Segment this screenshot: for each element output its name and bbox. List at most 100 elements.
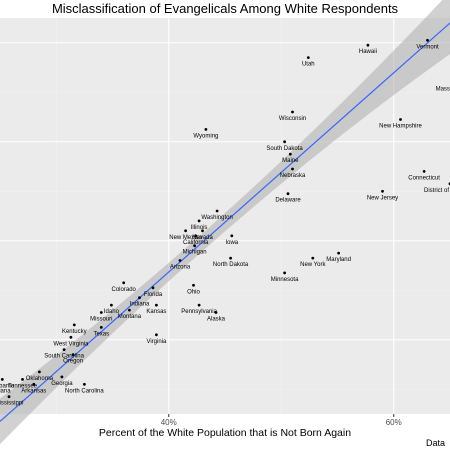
data-point [21, 378, 24, 381]
data-point [192, 283, 195, 287]
data-point [193, 244, 197, 248]
data-point [127, 308, 131, 312]
point-label: Alabama [0, 383, 15, 389]
point-label: Colorado [112, 287, 137, 293]
point-label: South Dakota [266, 146, 303, 152]
point-label: Arizona [170, 265, 191, 271]
point-label: Wyoming [193, 133, 218, 139]
data-point [60, 375, 64, 379]
point-label: Oregon [63, 359, 83, 365]
point-label: Illinois [191, 225, 208, 231]
data-point [151, 286, 155, 290]
point-label: Delaware [275, 198, 301, 204]
data-point [283, 271, 286, 275]
point-label: New Jersey [367, 195, 398, 201]
data-point [381, 189, 384, 193]
point-label: Maryland [326, 257, 351, 263]
chart-title: Misclassification of Evangelicals Among … [51, 1, 399, 16]
data-point [288, 152, 292, 156]
point-label: Hawaii [359, 49, 377, 55]
point-label: New Hampshire [379, 124, 422, 130]
point-label: Ohio [187, 289, 200, 295]
point-label: Kansas [146, 309, 166, 315]
point-label: Georgia [51, 381, 73, 387]
point-label: Montana [118, 314, 142, 320]
trend-line [0, 22, 450, 422]
point-label: California [183, 240, 209, 246]
data-point [184, 229, 188, 233]
data-point [122, 281, 126, 285]
data-point [110, 303, 113, 307]
point-label: Tennessee [8, 383, 38, 389]
point-label: West Virginia [53, 341, 89, 347]
data-point [291, 167, 294, 171]
data-point [337, 251, 340, 255]
x-tick-label: 60% [386, 418, 402, 427]
point-label: Idaho [104, 309, 120, 315]
point-label: Kentucky [62, 329, 87, 335]
point-label: Louisiana [0, 388, 11, 394]
point-label: Nevada [192, 235, 213, 241]
data-point [71, 353, 75, 356]
data-point [38, 370, 41, 374]
data-point [201, 229, 204, 233]
trend-line-layer [0, 22, 450, 422]
point-label: Michigan [183, 250, 207, 256]
data-point [197, 303, 201, 307]
data-point [197, 219, 201, 223]
chart-caption: Data [426, 438, 446, 448]
data-points [0, 38, 450, 399]
data-point [32, 382, 36, 386]
point-label: Massachusetts [436, 86, 450, 92]
data-point [138, 296, 141, 300]
point-label: Iowa [225, 240, 238, 246]
data-point [83, 382, 86, 386]
data-point [99, 311, 103, 314]
data-point [194, 234, 198, 238]
data-point [155, 333, 158, 337]
data-point [178, 259, 182, 262]
point-label: Vermont [416, 44, 439, 50]
data-point [291, 110, 294, 114]
x-tick-label: 40% [161, 418, 177, 427]
data-point [99, 326, 103, 329]
data-point [204, 127, 208, 131]
point-label: South Carolina [44, 354, 84, 360]
data-point [229, 256, 233, 260]
point-label: District of Columbia [424, 188, 450, 194]
point-label: Nebraska [280, 173, 306, 179]
data-point [306, 56, 310, 59]
point-label: Virginia [146, 339, 167, 345]
data-point [230, 234, 234, 238]
point-label: Wisconsin [279, 116, 306, 122]
point-label: Oklahoma [26, 376, 54, 382]
data-point [69, 335, 73, 339]
point-label: Washington [201, 215, 232, 221]
point-label: New York [300, 262, 326, 268]
x-axis-ticks: 40% 60% [161, 414, 402, 427]
point-label: Texas [93, 331, 109, 337]
point-labels: Vermont Hawaii Utah Massachusetts Wisconsin N… [0, 44, 450, 406]
data-point [366, 43, 370, 47]
point-label: Maine [282, 158, 299, 164]
data-point [155, 303, 158, 307]
grid-lines [0, 18, 450, 414]
data-point [286, 192, 290, 196]
point-label: New Mexico [169, 235, 202, 241]
point-label: Arkansas [21, 388, 46, 394]
point-label: Mississippi [0, 401, 24, 407]
point-label: North Dakota [213, 262, 249, 268]
data-point [399, 118, 402, 121]
data-point [311, 256, 315, 260]
point-label: Minnesota [271, 277, 299, 283]
data-point [0, 378, 4, 381]
point-label: Missouri [90, 317, 112, 323]
data-point [72, 323, 76, 327]
data-point [215, 209, 219, 213]
point-label: Florida [144, 292, 163, 298]
point-label: Utah [302, 62, 315, 68]
point-label: Pennsylvania [181, 309, 217, 315]
data-point [214, 311, 218, 314]
